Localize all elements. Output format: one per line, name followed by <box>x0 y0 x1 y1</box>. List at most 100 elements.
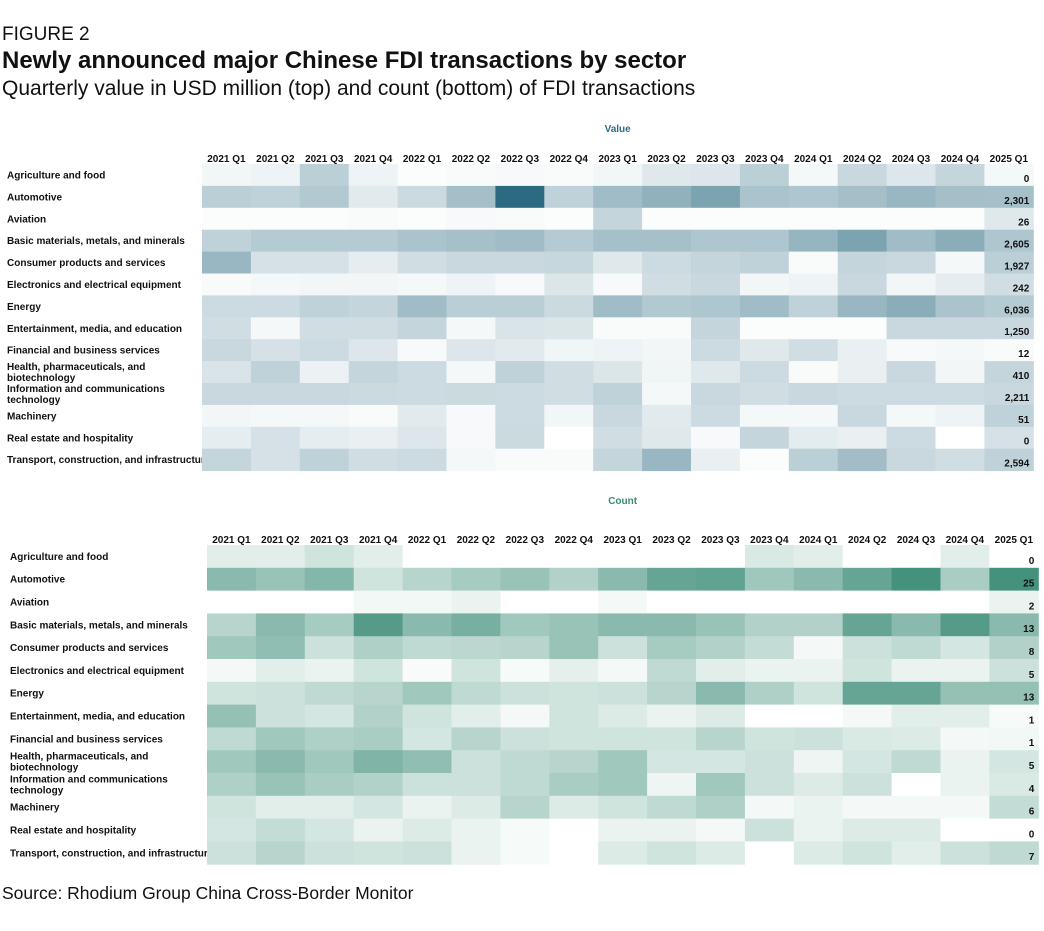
heatmap-cell <box>500 818 550 842</box>
heatmap-cell <box>940 613 990 637</box>
heatmap-cell <box>451 795 501 820</box>
heatmap-cell <box>255 613 306 637</box>
heatmap-cell <box>989 567 1039 592</box>
heatmap-cell <box>353 818 404 842</box>
column-header: 2021 Q2 <box>261 535 300 546</box>
heatmap-cell <box>940 704 990 728</box>
row-label: Electronics and electrical equipment <box>10 666 185 677</box>
row-label: Information and communications <box>10 774 168 785</box>
value-label: 0 <box>1024 174 1030 185</box>
heatmap-cell <box>696 567 746 592</box>
heatmap-cell <box>353 567 404 592</box>
heatmap-cell <box>255 773 306 797</box>
heatmap-cell <box>642 361 692 384</box>
heatmap-cell <box>837 404 888 428</box>
count-heatmap: Count 2021 Q1 2021 Q2 2021 Q3 2021 Q4 2022 Q1… <box>10 496 1039 865</box>
heatmap-cell <box>250 448 301 472</box>
heatmap-cell <box>647 659 697 683</box>
heatmap-cell <box>549 795 599 820</box>
heatmap-cell <box>984 383 1034 406</box>
heatmap-cell <box>739 273 790 296</box>
heatmap-cell <box>647 613 697 637</box>
column-header: 2022 Q1 <box>408 535 447 546</box>
heatmap-cell <box>744 636 795 660</box>
heatmap-cell <box>549 545 599 569</box>
row-label: Agriculture and food <box>7 170 105 181</box>
figure-label: FIGURE 2 <box>2 24 90 45</box>
heatmap-cell <box>691 339 741 362</box>
heatmap-cell <box>788 426 839 450</box>
heatmap-cell <box>935 185 985 209</box>
heatmap-cell <box>500 590 550 614</box>
heatmap-cell <box>788 273 839 296</box>
heatmap-cell <box>744 681 795 706</box>
heatmap-cell <box>642 426 692 450</box>
value-label: 1 <box>1029 715 1035 726</box>
heatmap-cell <box>935 339 985 362</box>
heatmap-cell <box>984 404 1034 428</box>
row-label: Consumer products and services <box>7 258 166 269</box>
heatmap-cell <box>544 273 594 296</box>
heatmap-cell <box>744 590 795 614</box>
value-label: 25 <box>1023 579 1035 590</box>
heatmap-cell <box>842 567 893 592</box>
heatmap-cell <box>593 448 643 472</box>
heatmap-cell <box>935 426 985 450</box>
heatmap-cell <box>739 404 790 428</box>
heatmap-cell <box>207 659 257 683</box>
heatmap-cell <box>984 229 1034 253</box>
row-label: Automotive <box>7 192 62 203</box>
heatmap-cell <box>544 251 594 274</box>
row-label: Information and communications <box>7 384 165 395</box>
heatmap-cell <box>837 383 888 406</box>
heatmap-cell <box>348 185 399 209</box>
heatmap-cell <box>744 795 795 820</box>
heatmap-cell <box>691 164 741 187</box>
heatmap-cell <box>202 426 252 450</box>
heatmap-cell <box>691 185 741 209</box>
heatmap-cell <box>451 841 501 865</box>
heatmap-cell <box>598 773 648 797</box>
value-label: 12 <box>1018 349 1030 360</box>
heatmap-cell <box>984 185 1034 209</box>
heatmap-cell <box>549 659 599 683</box>
column-header: 2023 Q3 <box>696 154 735 165</box>
heatmap-cell <box>500 841 550 865</box>
heatmap-cell <box>202 251 252 274</box>
row-label: Consumer products and services <box>10 643 169 654</box>
value-label: 2,211 <box>1005 393 1030 404</box>
heatmap-cell <box>202 229 252 253</box>
heatmap-cell <box>696 727 746 751</box>
heatmap-cell <box>647 704 697 728</box>
heatmap-cell <box>935 164 985 187</box>
heatmap-cell <box>691 317 741 340</box>
heatmap-cell <box>397 164 447 187</box>
heatmap-cell <box>402 681 452 706</box>
heatmap-cell <box>446 295 496 318</box>
heatmap-cell <box>255 567 306 592</box>
column-header: 2024 Q4 <box>941 154 980 165</box>
heatmap-cell <box>304 795 355 820</box>
heatmap-cell <box>451 704 501 728</box>
heatmap-cell <box>598 841 648 865</box>
chart-title: Newly announced major Chinese FDI transa… <box>2 47 687 74</box>
heatmap-cell <box>886 185 936 209</box>
column-header: 2023 Q1 <box>598 154 637 165</box>
heatmap-cell <box>691 361 741 384</box>
heatmap-cell <box>642 383 692 406</box>
heatmap-cell <box>744 727 795 751</box>
row-label: Electronics and electrical equipment <box>7 280 182 291</box>
heatmap-cell <box>500 613 550 637</box>
heatmap-cell <box>353 727 404 751</box>
heatmap-cell <box>984 317 1034 340</box>
heatmap-cell <box>940 750 990 774</box>
heatmap-cell <box>255 795 306 820</box>
heatmap-cell <box>353 750 404 774</box>
heatmap-cell <box>788 383 839 406</box>
value-label: 410 <box>1013 371 1030 382</box>
heatmap-cell <box>744 613 795 637</box>
heatmap-cell <box>353 841 404 865</box>
heatmap-cell <box>207 727 257 751</box>
heatmap-cell <box>739 317 790 340</box>
heatmap-cell <box>696 613 746 637</box>
